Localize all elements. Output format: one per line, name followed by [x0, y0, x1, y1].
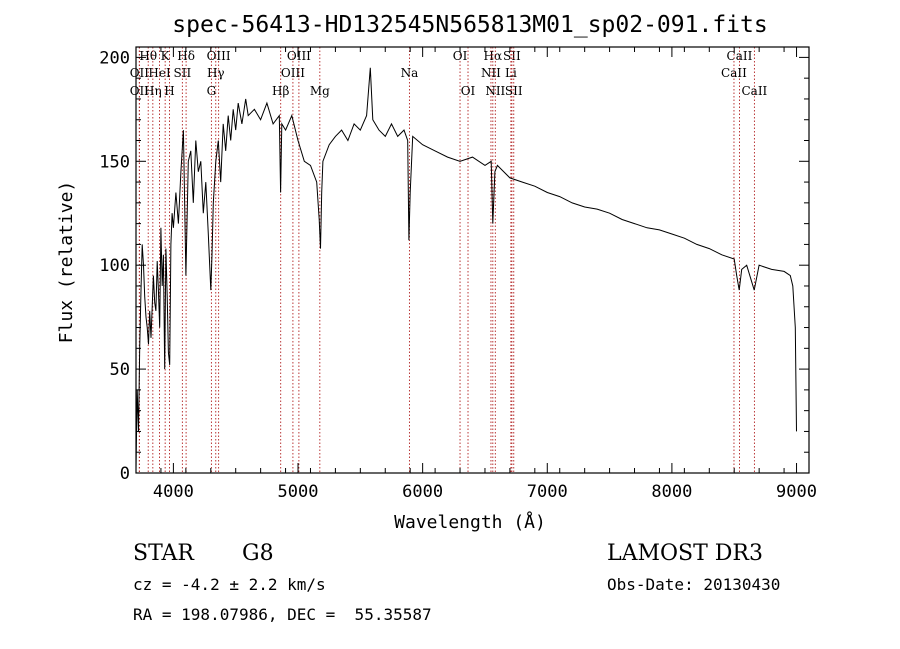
- marker-label: OIII: [287, 49, 311, 63]
- x-axis-label: Wavelength (Å): [394, 511, 546, 533]
- x-tick-label: 9000: [776, 482, 817, 502]
- marker-label: Hη: [144, 84, 162, 98]
- marker-label: OIII: [207, 49, 231, 63]
- marker-label: CaII: [727, 49, 753, 63]
- marker-label: NII: [485, 84, 505, 98]
- marker-label: Hα: [484, 49, 503, 63]
- axes: 4000 5000 6000 7000 8000 9000 0 50 100 150 200: [99, 47, 817, 502]
- marker-label: K: [161, 49, 171, 63]
- marker-label: CaII: [741, 84, 767, 98]
- x-tick-label: 7000: [527, 482, 568, 502]
- marker-label: SII: [174, 66, 192, 80]
- marker-label: OIII: [281, 66, 305, 80]
- marker-label: OII: [130, 84, 150, 98]
- x-tick-label: 6000: [402, 482, 443, 502]
- marker-label: HeI: [148, 66, 171, 80]
- object-subclass: G8: [242, 541, 274, 566]
- marker-label: Hθ: [139, 49, 157, 63]
- marker-label: Hβ: [272, 84, 289, 98]
- flux-line: [135, 67, 797, 469]
- marker-label: NII: [481, 66, 501, 80]
- marker-label: OI: [453, 49, 468, 63]
- redshift-value: cz = -4.2 ± 2.2 km/s: [133, 575, 326, 594]
- marker-label: G: [207, 84, 217, 98]
- survey-name: LAMOST DR3: [607, 541, 763, 566]
- chart-title: spec-56413-HD132545N565813M01_sp02-091.f…: [172, 12, 767, 38]
- y-tick-label: 100: [99, 256, 130, 276]
- obs-date: Obs-Date: 20130430: [607, 575, 780, 594]
- marker-label: OI: [461, 84, 476, 98]
- y-axis-label: Flux (relative): [56, 181, 77, 344]
- marker-label: SII: [503, 49, 521, 63]
- plot-frame: [135, 46, 810, 474]
- y-tick-label: 0: [120, 464, 130, 484]
- x-tick-label: 5000: [278, 482, 319, 502]
- marker-label: SII: [505, 84, 523, 98]
- spectrum-series: [135, 67, 797, 469]
- object-class: STAR: [133, 541, 195, 566]
- y-tick-label: 200: [99, 48, 130, 68]
- y-tick-label: 50: [110, 360, 130, 380]
- x-tick-label: 4000: [153, 482, 194, 502]
- marker-label: Hδ: [177, 49, 195, 63]
- marker-label: Na: [401, 66, 419, 80]
- y-tick-label: 150: [99, 152, 130, 172]
- marker-label: CaII: [721, 66, 747, 80]
- marker-label: Hγ: [207, 66, 225, 80]
- marker-label: Mg: [310, 84, 330, 98]
- marker-label: Li: [505, 66, 517, 80]
- x-tick-label: 8000: [651, 482, 692, 502]
- marker-label: H: [164, 84, 174, 98]
- coordinates: RA = 198.07986, DEC = 55.35587: [133, 605, 432, 624]
